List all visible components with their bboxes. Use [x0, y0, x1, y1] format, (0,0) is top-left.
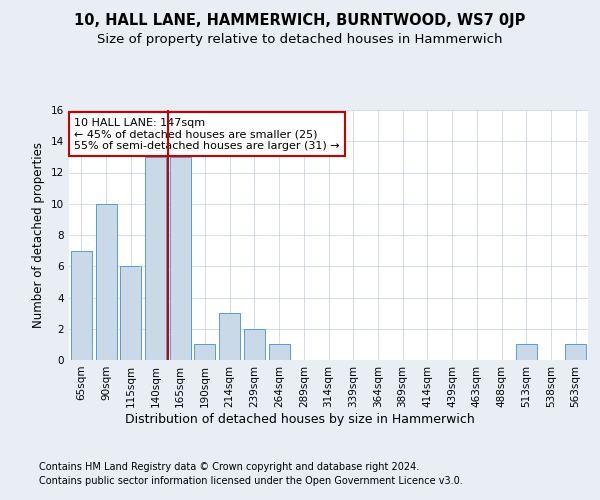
Bar [269, 344, 290, 360]
Text: Contains public sector information licensed under the Open Government Licence v3: Contains public sector information licen… [39, 476, 463, 486]
Bar [194, 344, 215, 360]
Bar [120, 266, 141, 360]
Bar [565, 344, 586, 360]
Text: Distribution of detached houses by size in Hammerwich: Distribution of detached houses by size … [125, 412, 475, 426]
Bar [71, 250, 92, 360]
Bar [219, 313, 240, 360]
Bar [170, 157, 191, 360]
Bar [145, 157, 166, 360]
Text: 10 HALL LANE: 147sqm
← 45% of detached houses are smaller (25)
55% of semi-detac: 10 HALL LANE: 147sqm ← 45% of detached h… [74, 118, 340, 150]
Text: 10, HALL LANE, HAMMERWICH, BURNTWOOD, WS7 0JP: 10, HALL LANE, HAMMERWICH, BURNTWOOD, WS… [74, 12, 526, 28]
Bar [244, 329, 265, 360]
Bar [95, 204, 116, 360]
Text: Contains HM Land Registry data © Crown copyright and database right 2024.: Contains HM Land Registry data © Crown c… [39, 462, 419, 472]
Text: Size of property relative to detached houses in Hammerwich: Size of property relative to detached ho… [97, 32, 503, 46]
Bar [516, 344, 537, 360]
Y-axis label: Number of detached properties: Number of detached properties [32, 142, 46, 328]
